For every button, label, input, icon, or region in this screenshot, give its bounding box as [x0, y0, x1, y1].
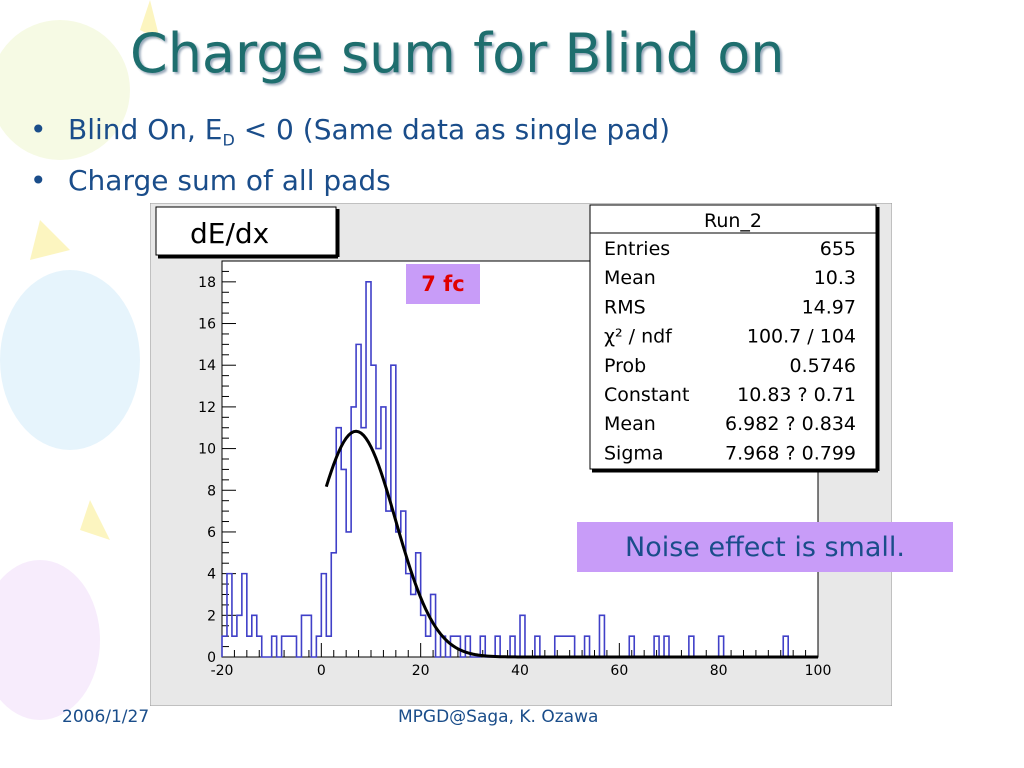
stats-value: 6.982 ? 0.834 [725, 413, 856, 435]
bullet-text: Blind On, E [68, 113, 223, 146]
stats-label: RMS [604, 296, 646, 318]
y-tick-label: 16 [198, 317, 216, 333]
footer-author: MPGD@Saga, K. Ozawa [398, 707, 599, 727]
stats-value: 14.97 [802, 296, 856, 318]
bullet-dot-icon: • [30, 113, 47, 146]
stats-value: 7.968 ? 0.799 [725, 442, 856, 464]
stats-box: Run_2 Entries 655 Mean 10.3 RMS 14.97 χ² / ndf… [589, 204, 880, 473]
y-tick-label: 10 [198, 442, 216, 458]
bullet-subscript: D [222, 130, 235, 150]
stats-label: Entries [604, 238, 670, 260]
stats-label: Mean [604, 267, 656, 289]
x-tick-label: 80 [710, 663, 728, 679]
x-tick-label: 20 [412, 663, 430, 679]
bullet-text-rest: < 0 (Same data as single pad) [234, 113, 671, 146]
stats-label: Constant [604, 384, 689, 406]
annotation-7fc: 7 fc [406, 264, 480, 304]
gaussian-fit-curve [324, 429, 818, 659]
footer-date: 2006/1/27 [62, 707, 150, 727]
y-tick-label: 6 [207, 525, 216, 541]
stats-value: 100.7 / 104 [747, 326, 856, 348]
chart-title: dE/dx [190, 217, 269, 250]
y-tick-label: 14 [198, 358, 216, 374]
bullet-list: • Blind On, ED < 0 (Same data as single p… [30, 110, 670, 201]
bullet-dot-icon: • [30, 163, 47, 197]
stats-value: 655 [820, 238, 856, 260]
y-tick-label: 8 [207, 483, 216, 499]
y-tick-label: 2 [207, 608, 216, 624]
bullet-item: • Blind On, ED < 0 (Same data as single p… [30, 110, 670, 161]
y-tick-label: 18 [198, 275, 216, 291]
stats-label: Mean [604, 413, 656, 435]
x-tick-label: 0 [317, 663, 326, 679]
stats-title: Run_2 [704, 210, 762, 232]
bullet-item: • Charge sum of all pads [30, 161, 670, 201]
stats-box-frame [589, 204, 877, 470]
x-tick-label: 60 [610, 663, 628, 679]
stats-label: Prob [604, 355, 646, 377]
annotation-noise: Noise effect is small. [577, 522, 953, 572]
y-tick-label: 12 [198, 400, 216, 416]
x-tick-label: -20 [211, 663, 234, 679]
histogram-figure: dE/dx 0 2 4 6 8 10 12 14 16 18 -20 0 20 40 60 80 100 Run… [150, 203, 892, 706]
slide-title: Charge sum for Blind on [130, 22, 785, 85]
stats-label: χ² / ndf [604, 326, 673, 348]
stats-value: 10.3 [814, 267, 856, 289]
y-tick-label: 4 [207, 567, 216, 583]
bullet-text: Charge sum of all pads [68, 163, 391, 197]
stats-value: 10.83 ? 0.71 [737, 384, 856, 406]
y-tick-label: 0 [207, 650, 216, 666]
x-tick-label: 100 [805, 663, 832, 679]
stats-value: 0.5746 [790, 355, 856, 377]
stats-label: Sigma [604, 442, 664, 464]
title-box [155, 206, 337, 256]
x-tick-label: 40 [511, 663, 529, 679]
